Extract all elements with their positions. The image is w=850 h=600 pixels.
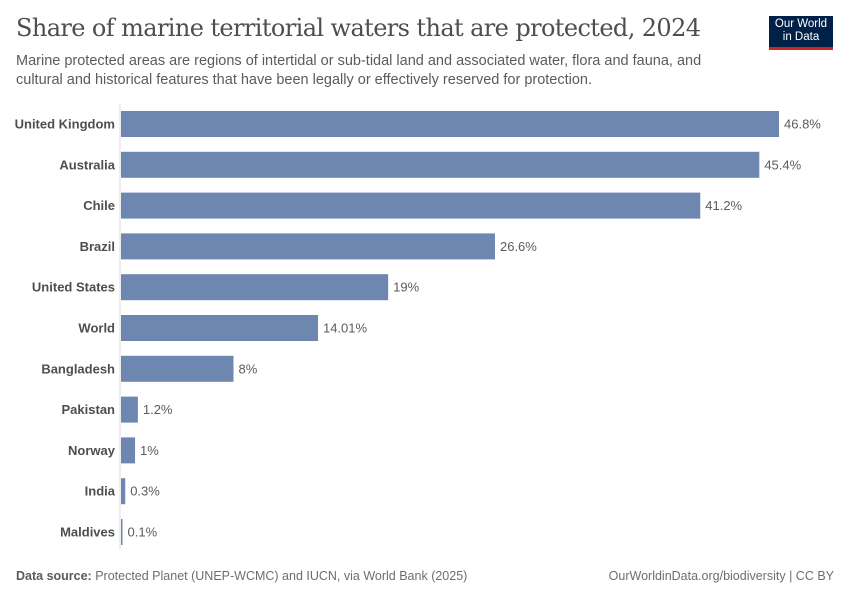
category-label: United Kingdom bbox=[15, 117, 115, 132]
owid-logo[interactable]: Our World in Data bbox=[769, 16, 833, 50]
category-label: United States bbox=[32, 280, 115, 295]
value-label: 45.4% bbox=[764, 157, 801, 172]
bar[interactable] bbox=[121, 478, 126, 505]
category-label: Bangladesh bbox=[41, 361, 115, 376]
category-label: Pakistan bbox=[62, 402, 116, 417]
category-label: World bbox=[78, 321, 115, 336]
bar-chart: United Kingdom 46.8% Australia 45.4% Chile 41… bbox=[15, 104, 821, 550]
category-label: India bbox=[85, 484, 116, 499]
category-label: Maldives bbox=[60, 525, 115, 540]
data-source: Data source: Protected Planet (UNEP-WCMC… bbox=[16, 569, 467, 583]
logo-line-2: in Data bbox=[782, 31, 820, 43]
category-label: Australia bbox=[59, 157, 115, 172]
category-label: Chile bbox=[83, 198, 115, 213]
bar[interactable] bbox=[121, 396, 138, 423]
bar[interactable] bbox=[121, 151, 760, 178]
bar[interactable] bbox=[121, 274, 389, 301]
bar[interactable] bbox=[121, 315, 318, 341]
value-label: 41.2% bbox=[705, 198, 742, 213]
value-label: 0.1% bbox=[128, 525, 158, 540]
value-label: 1% bbox=[140, 443, 159, 458]
chart-subtitle: Marine protected areas are regions of in… bbox=[16, 53, 702, 88]
bar[interactable] bbox=[121, 192, 701, 219]
bar[interactable] bbox=[121, 233, 495, 260]
data-source-text: Protected Planet (UNEP-WCMC) and IUCN, v… bbox=[91, 569, 468, 583]
data-source-label: Data source: bbox=[16, 569, 92, 583]
bar[interactable] bbox=[121, 437, 136, 464]
bar[interactable] bbox=[121, 111, 779, 137]
value-label: 46.8% bbox=[784, 117, 821, 132]
bar[interactable] bbox=[121, 519, 123, 545]
category-label: Norway bbox=[68, 443, 116, 458]
category-label: Brazil bbox=[80, 239, 115, 254]
logo-line-1: Our World bbox=[774, 18, 828, 30]
value-label: 1.2% bbox=[143, 402, 173, 417]
value-label: 19% bbox=[393, 280, 419, 295]
value-label: 8% bbox=[238, 361, 257, 376]
chart-title: Share of marine territorial waters that … bbox=[16, 14, 701, 42]
value-label: 0.3% bbox=[130, 484, 160, 499]
credit-link[interactable]: OurWorldinData.org/biodiversity | CC BY bbox=[608, 569, 834, 583]
value-label: 14.01% bbox=[323, 321, 368, 336]
bar[interactable] bbox=[121, 355, 234, 382]
value-label: 26.6% bbox=[500, 239, 537, 254]
